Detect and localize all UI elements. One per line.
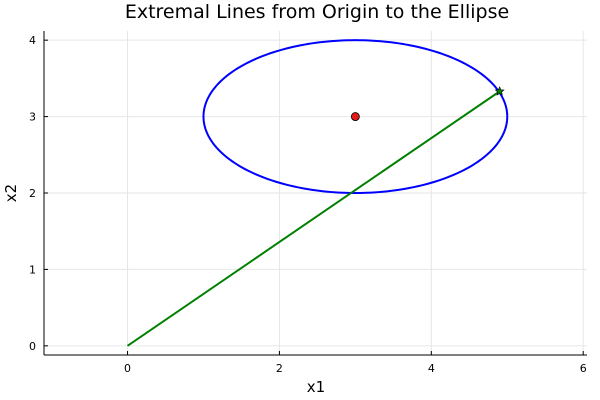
y-tick-label: 0 xyxy=(29,340,36,353)
y-tick-label: 4 xyxy=(29,34,36,47)
ellipse-center-point xyxy=(350,112,360,121)
x-axis-label: x1 xyxy=(307,378,325,396)
chart-title: Extremal Lines from Origin to the Ellips… xyxy=(125,1,509,23)
x-tick-label: 6 xyxy=(580,362,587,375)
ellipse-curve xyxy=(202,39,509,195)
y-tick-label: 1 xyxy=(29,263,36,276)
y-tick-label: 3 xyxy=(29,111,36,124)
x-tick-label: 0 xyxy=(124,362,131,375)
extremal-line xyxy=(126,90,501,347)
series-layer xyxy=(126,39,509,347)
y-tick-label: 2 xyxy=(29,187,36,200)
grid xyxy=(44,31,587,355)
ticks: 0 2 4 6 0 1 2 3 4 xyxy=(29,34,587,375)
x-tick-label: 4 xyxy=(428,362,435,375)
extremal-point-marker xyxy=(494,86,505,96)
x-tick-label: 2 xyxy=(276,362,283,375)
y-axis-label: x2 xyxy=(2,184,20,202)
